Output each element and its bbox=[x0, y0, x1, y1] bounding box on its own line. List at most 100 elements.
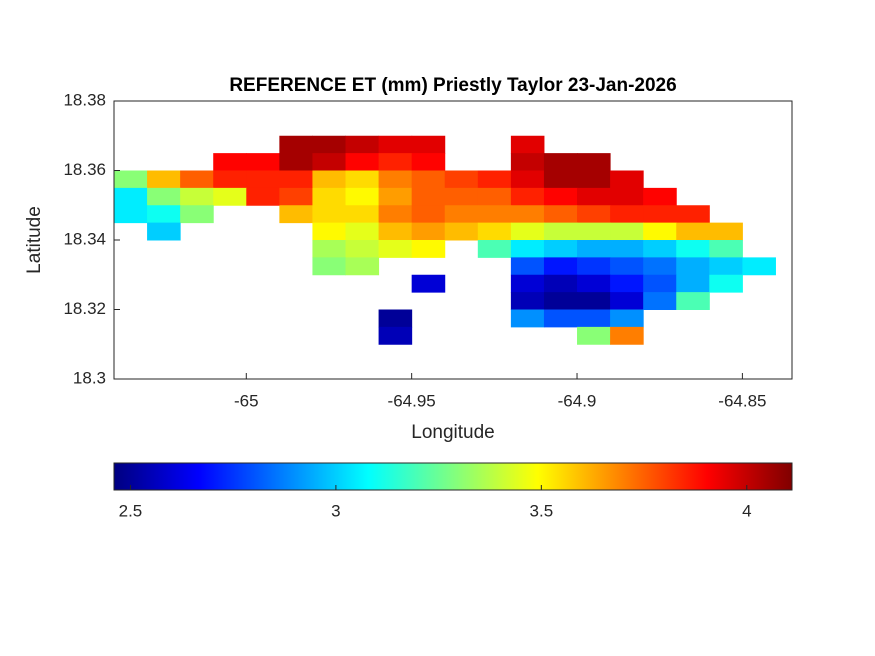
map-cell bbox=[610, 257, 644, 276]
map-cell bbox=[147, 170, 181, 189]
map-cell bbox=[543, 187, 578, 206]
map-cell bbox=[477, 205, 512, 224]
map-cell bbox=[610, 326, 644, 345]
map-cell bbox=[543, 309, 578, 328]
map-cell bbox=[742, 257, 776, 276]
map-cell bbox=[510, 187, 545, 206]
map-cell bbox=[709, 274, 743, 293]
x-tick-label: -64.95 bbox=[388, 391, 436, 410]
map-cells bbox=[114, 135, 776, 345]
map-cell bbox=[577, 257, 611, 276]
map-cell bbox=[345, 153, 380, 171]
map-cell bbox=[510, 274, 545, 293]
map-cell bbox=[510, 170, 545, 189]
colorbar-tick-label: 3 bbox=[331, 501, 340, 520]
map-cell bbox=[378, 222, 413, 241]
map-cell bbox=[676, 205, 710, 224]
map-cell bbox=[147, 222, 181, 241]
map-cell bbox=[411, 153, 446, 171]
map-cell bbox=[246, 187, 280, 206]
map-cell bbox=[643, 292, 677, 310]
map-cell bbox=[411, 205, 446, 224]
map-cell bbox=[345, 135, 380, 154]
map-cell bbox=[643, 222, 677, 241]
map-cell bbox=[444, 222, 479, 241]
map-cell bbox=[279, 135, 313, 154]
map-cell bbox=[345, 257, 380, 276]
map-cell bbox=[477, 240, 512, 258]
map-cell bbox=[543, 222, 578, 241]
map-cell bbox=[246, 153, 280, 171]
map-cell bbox=[312, 205, 347, 224]
map-cell bbox=[643, 187, 677, 206]
x-tick-label: -64.85 bbox=[718, 391, 766, 410]
x-tick-label: -65 bbox=[234, 391, 259, 410]
map-cell bbox=[477, 170, 512, 189]
y-tick-label: 18.3 bbox=[73, 368, 106, 387]
map-cell bbox=[378, 309, 413, 328]
map-cell bbox=[543, 257, 578, 276]
map-cell bbox=[577, 240, 611, 258]
map-cell bbox=[378, 170, 413, 189]
map-cell bbox=[312, 187, 347, 206]
map-cell bbox=[709, 240, 743, 258]
map-cell bbox=[378, 153, 413, 171]
map-cell bbox=[709, 222, 743, 241]
map-cell bbox=[577, 292, 611, 310]
map-cell bbox=[543, 170, 578, 189]
x-tick-label: -64.9 bbox=[558, 391, 597, 410]
map-cell bbox=[279, 170, 313, 189]
map-cell bbox=[411, 240, 446, 258]
map-cell bbox=[510, 309, 545, 328]
map-cell bbox=[279, 153, 313, 171]
map-cell bbox=[312, 240, 347, 258]
y-tick-label: 18.36 bbox=[63, 160, 106, 179]
map-cell bbox=[610, 187, 644, 206]
map-cell bbox=[676, 274, 710, 293]
map-cell bbox=[411, 187, 446, 206]
map-cell bbox=[577, 170, 611, 189]
map-cell bbox=[477, 222, 512, 241]
map-cell bbox=[114, 170, 148, 189]
map-cell bbox=[345, 205, 380, 224]
map-cell bbox=[610, 222, 644, 241]
map-cell bbox=[345, 240, 380, 258]
map-cell bbox=[345, 187, 380, 206]
map-cell bbox=[444, 205, 479, 224]
colorbar bbox=[113, 462, 793, 491]
map-cell bbox=[213, 153, 247, 171]
map-cell bbox=[510, 240, 545, 258]
y-axis-label: Latitude bbox=[24, 206, 45, 274]
map-cell bbox=[676, 222, 710, 241]
map-cell bbox=[610, 292, 644, 310]
map-cell bbox=[577, 309, 611, 328]
map-cell bbox=[610, 309, 644, 328]
map-cell bbox=[610, 240, 644, 258]
map-cell bbox=[411, 274, 446, 293]
colorbar-tick-label: 3.5 bbox=[530, 501, 554, 520]
map-cell bbox=[510, 205, 545, 224]
colorbar-tick-label: 2.5 bbox=[119, 501, 143, 520]
map-cell bbox=[610, 274, 644, 293]
map-cell bbox=[577, 326, 611, 345]
map-cell bbox=[577, 153, 611, 171]
map-cell bbox=[510, 257, 545, 276]
map-cell bbox=[114, 205, 148, 224]
map-cell bbox=[610, 170, 644, 189]
map-cell bbox=[312, 257, 347, 276]
map-cell bbox=[312, 153, 347, 171]
map-cell bbox=[411, 170, 446, 189]
map-cell bbox=[643, 240, 677, 258]
map-cell bbox=[378, 205, 413, 224]
y-tick-label: 18.32 bbox=[63, 299, 106, 318]
map-cell bbox=[577, 222, 611, 241]
map-cell bbox=[477, 187, 512, 206]
map-cell bbox=[378, 135, 413, 154]
map-cell bbox=[676, 240, 710, 258]
map-cell bbox=[543, 292, 578, 310]
map-cell bbox=[510, 222, 545, 241]
map-cell bbox=[246, 170, 280, 189]
map-cell bbox=[213, 187, 247, 206]
map-cell bbox=[510, 135, 545, 154]
